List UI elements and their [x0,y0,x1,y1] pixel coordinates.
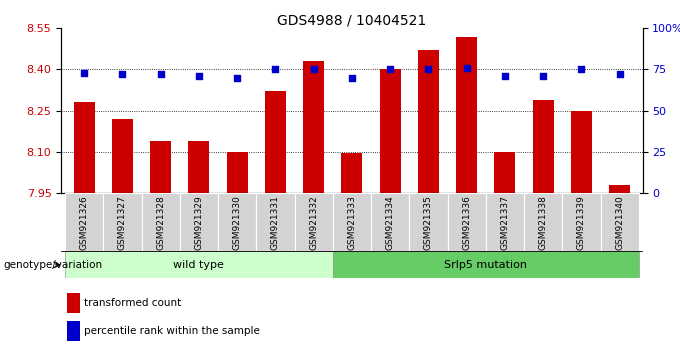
Text: GSM921328: GSM921328 [156,195,165,250]
Text: GSM921329: GSM921329 [194,195,203,250]
FancyBboxPatch shape [447,193,486,251]
Point [461,65,472,71]
Point [270,67,281,72]
Bar [150,141,171,193]
Point [423,67,434,72]
Point [614,72,625,77]
Bar [456,36,477,193]
Bar [112,119,133,193]
Bar [418,50,439,193]
FancyBboxPatch shape [180,193,218,251]
FancyBboxPatch shape [333,193,371,251]
FancyBboxPatch shape [600,193,639,251]
Text: transformed count: transformed count [84,298,182,308]
Text: GSM921338: GSM921338 [539,195,547,250]
Bar [571,111,592,193]
Text: GSM921340: GSM921340 [615,195,624,250]
Text: GSM921335: GSM921335 [424,195,433,250]
Title: GDS4988 / 10404521: GDS4988 / 10404521 [277,13,426,27]
Text: wild type: wild type [173,259,224,270]
Text: percentile rank within the sample: percentile rank within the sample [84,326,260,336]
Bar [303,61,324,193]
FancyBboxPatch shape [103,193,141,251]
FancyBboxPatch shape [524,193,562,251]
Text: GSM921327: GSM921327 [118,195,127,250]
Bar [67,321,80,341]
FancyBboxPatch shape [371,193,409,251]
Point [193,73,204,79]
Text: GSM921332: GSM921332 [309,195,318,250]
Point [117,72,128,77]
FancyBboxPatch shape [65,251,333,278]
Bar [609,185,630,193]
FancyBboxPatch shape [65,193,103,251]
Bar [341,153,362,193]
Point [538,73,549,79]
Point [576,67,587,72]
Bar [265,91,286,193]
FancyBboxPatch shape [294,193,333,251]
Point [499,73,510,79]
Bar [494,152,515,193]
FancyBboxPatch shape [141,193,180,251]
Point [346,75,357,81]
Bar [67,293,80,313]
Bar [188,141,209,193]
FancyBboxPatch shape [333,251,639,278]
Text: GSM921337: GSM921337 [500,195,509,250]
FancyBboxPatch shape [409,193,447,251]
Text: GSM921336: GSM921336 [462,195,471,250]
Point [308,67,319,72]
Text: GSM921333: GSM921333 [347,195,356,250]
Text: GSM921330: GSM921330 [233,195,241,250]
FancyBboxPatch shape [256,193,294,251]
FancyBboxPatch shape [562,193,600,251]
Text: Srlp5 mutation: Srlp5 mutation [444,259,527,270]
Bar [226,152,248,193]
Point [385,67,396,72]
Point [155,72,166,77]
Text: GSM921326: GSM921326 [80,195,88,250]
Bar [532,100,554,193]
Text: GSM921334: GSM921334 [386,195,394,250]
Point [232,75,243,81]
Bar [379,69,401,193]
FancyBboxPatch shape [486,193,524,251]
Text: GSM921331: GSM921331 [271,195,280,250]
Point [79,70,90,76]
FancyBboxPatch shape [218,193,256,251]
Bar [73,102,95,193]
Text: genotype/variation: genotype/variation [3,260,103,270]
Text: GSM921339: GSM921339 [577,195,586,250]
